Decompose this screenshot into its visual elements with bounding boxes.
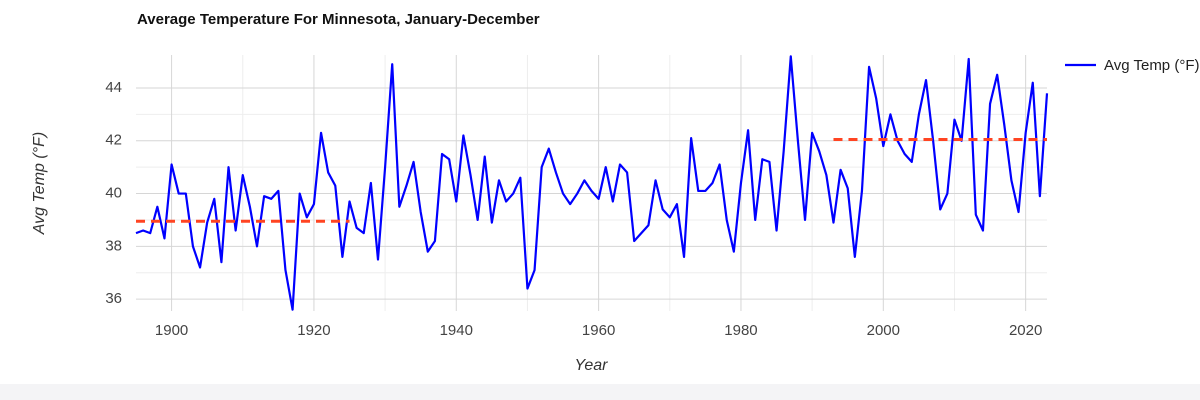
y-tick-label: 44 — [105, 79, 122, 96]
chart: Average Temperature For Minnesota, Janua… — [31, 11, 1096, 374]
x-tick-label: 1980 — [724, 322, 757, 339]
y-tick-label: 40 — [105, 185, 122, 202]
legend-label: Avg Temp (°F) — [1104, 57, 1200, 74]
data-line — [135, 55, 1049, 311]
y-tick-label: 36 — [105, 290, 122, 307]
x-tick-label: 2020 — [1009, 322, 1042, 339]
x-tick-label: 2000 — [867, 322, 900, 339]
y-axis-label: Avg Temp (°F) — [31, 132, 48, 235]
x-tick-label: 1960 — [582, 322, 615, 339]
y-tick-label: 38 — [105, 237, 122, 254]
x-axis-label: Year — [575, 357, 609, 374]
y-tick-label: 42 — [105, 132, 122, 149]
footer-band — [0, 384, 1200, 400]
chart-title: Average Temperature For Minnesota, Janua… — [137, 11, 540, 28]
x-tick-label: 1900 — [155, 322, 188, 339]
x-tick-label: 1920 — [297, 322, 330, 339]
x-tick-label: 1940 — [440, 322, 473, 339]
